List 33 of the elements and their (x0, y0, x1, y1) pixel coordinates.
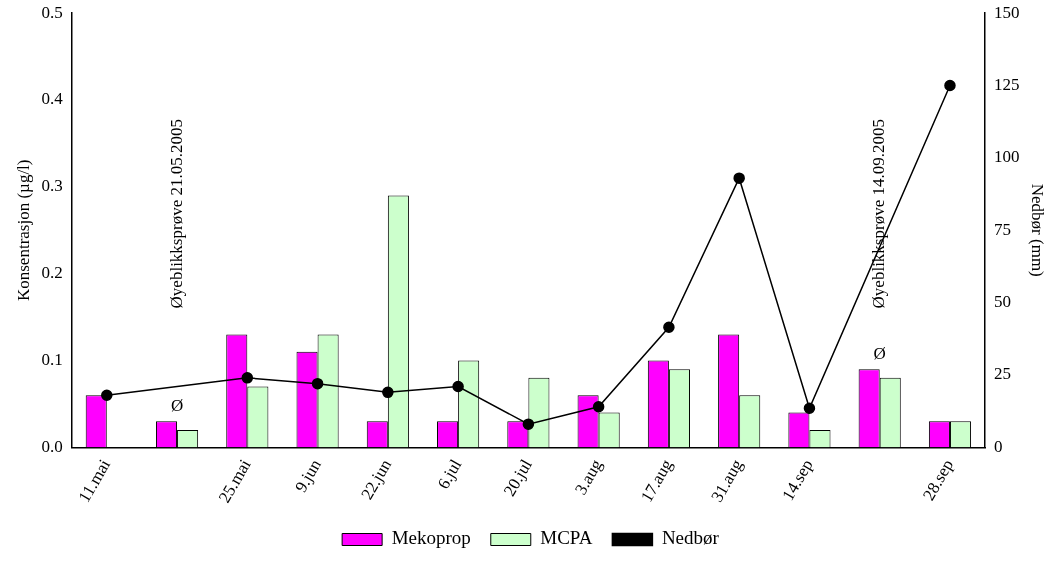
point (592, 401, 605, 413)
legend-label: MCPA (540, 527, 593, 549)
annotation: Ø (170, 396, 184, 416)
y2-tick-label: 50 (994, 292, 1012, 312)
point (944, 79, 956, 92)
y2-tick-label: 125 (994, 75, 1020, 95)
y-tick-label: 0.1 (41, 349, 63, 369)
y2-tick-label: 150 (994, 2, 1020, 22)
point (452, 380, 464, 393)
y2-tick-label: 75 (994, 219, 1012, 239)
y-tick-label: 0.4 (41, 89, 64, 109)
point (101, 389, 113, 401)
point (241, 372, 254, 384)
annotation: Ø (873, 344, 886, 364)
y2-axis-title: Nedbør (mm) (1028, 183, 1048, 277)
y-axis-title: Konsentrasjon (µg/l) (13, 159, 33, 302)
y-tick-label: 0.0 (41, 436, 63, 456)
annotation: Øyeblikksprøve 21.05.2005 (166, 119, 186, 309)
point (733, 172, 745, 184)
annotation: Øyeblikksprøve 14.09.2005 (869, 119, 889, 309)
point (311, 377, 324, 390)
point (803, 402, 816, 414)
y-tick-label: 0.2 (41, 263, 63, 283)
legend-label: Mekoprop (391, 527, 471, 549)
point (522, 418, 535, 430)
y2-tick-label: 0 (994, 436, 1003, 456)
y-tick-label: 0.5 (41, 2, 63, 22)
y2-tick-label: 100 (994, 147, 1020, 167)
y2-tick-label: 25 (994, 364, 1012, 384)
y-tick-label: 0.3 (41, 176, 63, 196)
legend-label: Nedbør (661, 527, 720, 549)
point (663, 321, 675, 333)
point (382, 386, 394, 399)
